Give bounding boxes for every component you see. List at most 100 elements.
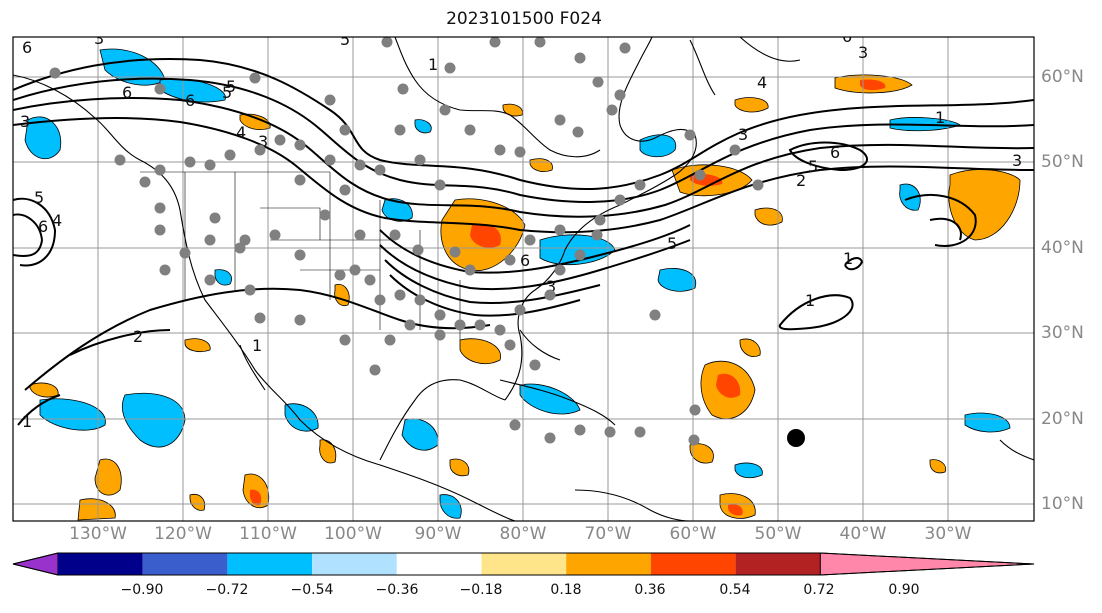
station-dot <box>489 37 501 48</box>
station-dot <box>204 274 216 286</box>
station-dot <box>614 194 626 206</box>
station-dot <box>339 124 351 136</box>
shade-neg <box>121 392 186 448</box>
station-dot <box>634 179 646 191</box>
lon-label: 50°W <box>754 524 802 544</box>
station-dot <box>49 67 61 79</box>
contour-label: 3 <box>258 132 268 151</box>
station-dot <box>554 264 566 276</box>
station-dot <box>324 154 336 166</box>
colorbar-segment <box>650 553 736 575</box>
station-dot <box>464 264 476 276</box>
station-dot <box>752 179 764 191</box>
station-dot <box>494 324 506 336</box>
lon-label: 100°W <box>324 524 382 544</box>
station-dot <box>434 179 446 191</box>
colorbar-segment <box>227 553 313 575</box>
station-dot <box>369 364 381 376</box>
positive-shading <box>29 74 1021 521</box>
station-dot <box>384 334 396 346</box>
station-dot <box>514 304 526 316</box>
station-dot <box>319 209 331 221</box>
lat-label: 10°N <box>1041 494 1084 514</box>
coastlines <box>13 37 1034 521</box>
station-dot <box>619 42 631 54</box>
colorbar-outline <box>12 552 1035 576</box>
map-title: 2023101500 F024 <box>446 9 602 29</box>
station-dot <box>139 176 151 188</box>
station-dot <box>504 339 516 351</box>
shade-neg <box>39 398 106 431</box>
colorbar-segment <box>12 552 59 576</box>
station-dot <box>412 244 424 256</box>
contour-label: 1 <box>252 336 262 355</box>
station-dot <box>534 37 546 48</box>
station-dot <box>204 234 216 246</box>
station-dot <box>514 146 526 158</box>
shade-neg <box>414 119 432 134</box>
shade-pos <box>239 113 271 130</box>
station-dot <box>694 169 706 181</box>
station-dot <box>591 229 603 241</box>
lat-label: 50°N <box>1041 152 1084 172</box>
colorbar-tick: 0.36 <box>634 582 666 598</box>
station-dot <box>159 264 171 276</box>
shade-pos <box>754 207 783 226</box>
shade-pos <box>77 498 116 521</box>
shade-pos <box>689 443 714 464</box>
shade-neg <box>639 134 677 158</box>
location-marker <box>787 429 805 447</box>
contour-label: 5 <box>667 234 677 253</box>
shade-neg <box>519 383 581 415</box>
station-dot <box>688 434 700 446</box>
lat-label: 40°N <box>1041 238 1084 258</box>
shade-strong <box>249 489 262 506</box>
shade-neg <box>899 183 921 211</box>
station-dot <box>634 426 646 438</box>
station-dot <box>574 249 586 261</box>
station-dot <box>529 359 541 371</box>
station-dot <box>554 114 566 126</box>
contour-label: 1 <box>805 291 815 310</box>
station-dot <box>524 234 536 246</box>
station-dot <box>179 247 191 259</box>
station-dot <box>684 129 696 141</box>
shade-pos <box>529 158 553 172</box>
contour-label: 2 <box>796 171 806 190</box>
shade-pos <box>449 458 470 477</box>
station-dot <box>354 159 366 171</box>
station-dot <box>572 126 584 138</box>
colorbar-segment <box>396 553 482 575</box>
station-dot <box>324 94 336 106</box>
shade-neg <box>539 234 616 266</box>
shade-pos <box>334 284 350 307</box>
station-dot <box>649 309 661 321</box>
contour-labels: 6 3 6 5 6 4 3 1 5 4 3 3 1 6 5 3 5 6 2 1 … <box>20 37 1022 431</box>
station-dot <box>606 104 618 116</box>
shade-neg <box>214 269 232 286</box>
lon-label: 60°W <box>669 524 717 544</box>
contour-label: 5 <box>808 157 818 176</box>
station-dot <box>349 264 361 276</box>
station-dot <box>592 76 604 88</box>
station-dot <box>454 319 466 331</box>
station-dot <box>254 144 266 156</box>
contour-label: 5 <box>226 77 236 96</box>
shade-strong <box>470 223 501 248</box>
station-dot <box>154 164 166 176</box>
station-dot <box>294 249 306 261</box>
shade-neg <box>401 418 439 451</box>
shade-pos <box>948 169 1021 241</box>
station-dot <box>614 89 626 101</box>
station-dot <box>184 156 196 168</box>
station-dot <box>594 214 606 226</box>
shade-pos <box>734 97 769 113</box>
contour-label: 6 <box>22 38 32 57</box>
station-dots <box>49 37 764 446</box>
station-dot <box>234 242 246 254</box>
contour-label: 6 <box>520 251 530 270</box>
station-dot <box>554 224 566 236</box>
colorbar-segment <box>58 553 143 575</box>
station-dot <box>394 289 406 301</box>
